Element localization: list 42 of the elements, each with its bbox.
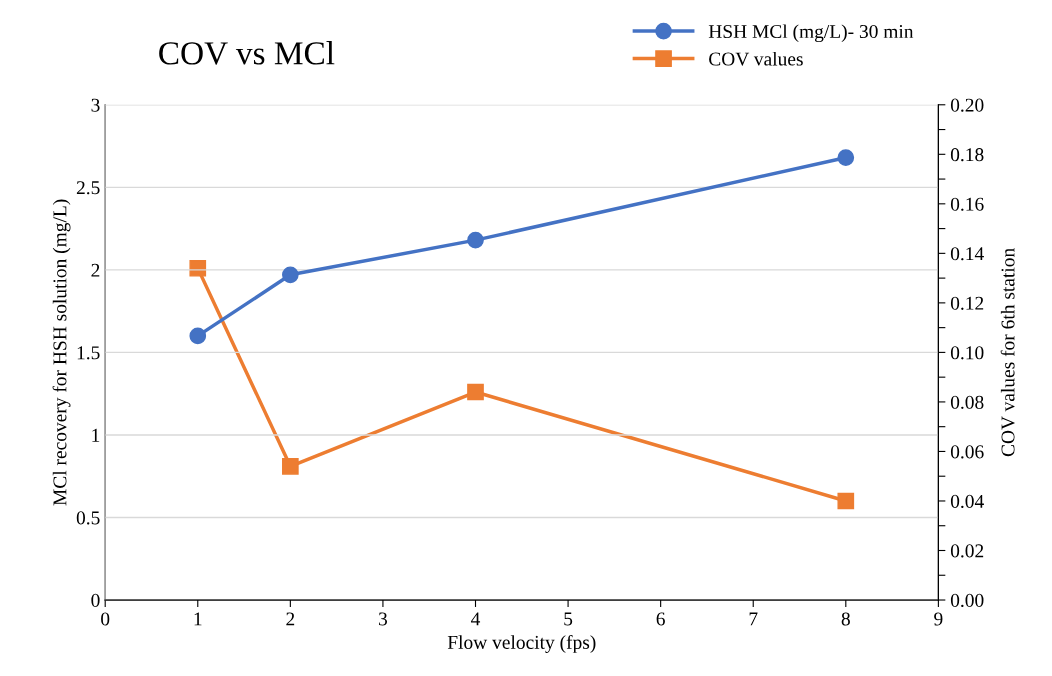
legend-label: HSH MCl (mg/L)- 30 min [708,24,914,43]
y-tick-label: 3 [91,98,100,112]
point [837,492,855,510]
y-tick-label: 0.5 [76,511,100,525]
x-axis-title: Flow velocity (fps) [447,635,596,653]
y2-tick-label: 0.16 [950,197,984,211]
y2-tick-label: 0.10 [950,346,984,360]
x-tick-label: 4 [471,612,481,626]
x-tick-label: 7 [749,612,758,626]
x-tick-label: 6 [656,612,665,626]
x-tick-label: 2 [286,612,295,626]
point [837,149,855,166]
legend-label: COV values [709,51,803,66]
y-tick-label: 1.5 [77,346,100,360]
chart-title: COV vs MCl [159,41,335,65]
y2-tick-label: 0.00 [950,593,984,608]
y2-tick-label: 0.18 [950,148,984,162]
x-tick-label: 8 [841,612,850,626]
y-tick-label: 1 [92,428,100,442]
x-tick-label: 0 [101,612,110,626]
point [189,327,207,345]
point [467,231,484,249]
x-tick-label: 9 [934,612,943,626]
y2-axis-title: COV values for 6th station [1000,248,1015,457]
y2-tick-label: 0.08 [950,395,984,409]
x-tick-label: 3 [379,612,388,626]
y2-tick-label: 0.14 [950,247,984,261]
y2-tick-label: 0.20 [950,98,984,112]
point [282,457,299,475]
point [189,259,207,277]
y2-tick-label: 0.04 [950,494,984,508]
y2-tick-label: 0.06 [950,445,984,459]
y-tick-label: 2 [91,263,100,277]
point [467,383,484,401]
y2-tick-label: 0.12 [950,296,984,310]
point [282,266,299,284]
x-tick-label: 5 [564,612,573,626]
y-tick-label: 2.5 [76,181,100,195]
y-tick-label: 0 [91,593,100,607]
x-tick-label: 1 [194,612,202,626]
y-axis-title: MCl recovery for HSH solution (mg/L) [52,199,71,506]
y2-tick-label: 0.02 [950,544,984,558]
